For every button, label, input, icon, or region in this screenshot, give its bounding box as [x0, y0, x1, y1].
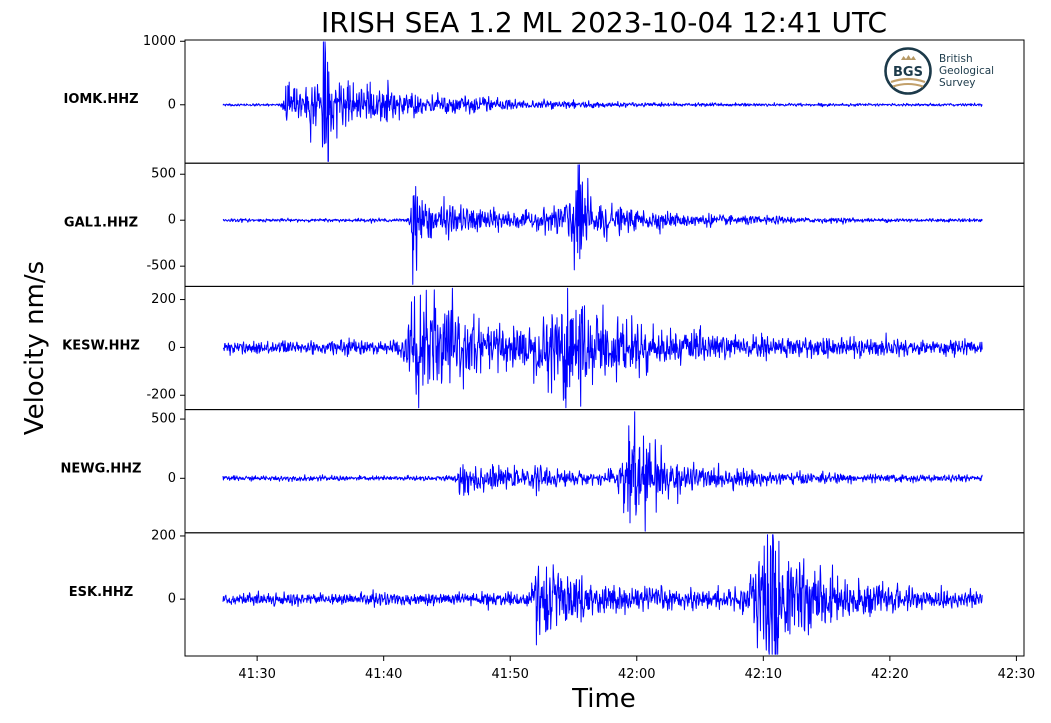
waveform-line — [222, 164, 983, 285]
channel-panel-iomk-hhz: IOMK.HHZ 0 1000 — [63, 34, 1025, 164]
y-tick-label: 0 — [168, 340, 176, 355]
channel-panel-newg-hhz: NEWG.HHZ 0 500 — [61, 409, 1025, 534]
chart-title: IRISH SEA 1.2 ML 2023-10-04 12:41 UTC — [321, 6, 887, 39]
channel-label: IOMK.HHZ — [63, 92, 138, 107]
x-axis-label: Time — [571, 684, 636, 714]
logo-line-2: Geological — [939, 65, 994, 77]
channel-panel-gal1-hhz: GAL1.HHZ -500 0 500 — [64, 162, 1025, 287]
y-tick-label: 0 — [168, 213, 176, 228]
x-axis: 41:30 41:40 41:50 42:00 42:10 42:20 42:30 — [238, 656, 1035, 682]
y-tick-label: 200 — [151, 528, 176, 543]
logo-line-1: British — [939, 53, 973, 65]
logo-wave-icon — [892, 83, 924, 88]
logo-line-3: Survey — [939, 77, 976, 89]
y-tick-label: 0 — [168, 97, 176, 112]
y-tick-label: -500 — [146, 259, 176, 274]
channel-panel-kesw-hhz: KESW.HHZ -200 0 200 — [62, 285, 1025, 411]
crown-icon — [901, 55, 916, 60]
waveform-line — [222, 411, 983, 532]
x-tick-label: 41:50 — [491, 667, 528, 682]
y-tick-label: 500 — [151, 412, 176, 427]
channel-label: KESW.HHZ — [62, 339, 140, 354]
y-axis-label: Velocity nm/s — [20, 261, 50, 435]
channel-label: NEWG.HHZ — [61, 462, 142, 477]
channel-panel-esk-hhz: ESK.HHZ 0 200 — [69, 528, 1025, 657]
channel-label: ESK.HHZ — [69, 585, 133, 600]
bgs-logo: BGS British Geological Survey — [884, 47, 994, 95]
waveform-line — [222, 534, 983, 655]
channel-panels: IOMK.HHZ 0 1000 GAL1.HHZ -500 0 500 KESW.HHZ -20… — [61, 34, 1025, 657]
logo-wave-icon — [890, 77, 926, 84]
channel-label: GAL1.HHZ — [64, 215, 138, 230]
x-tick-label: 41:40 — [365, 667, 402, 682]
logo-abbr: BGS — [893, 65, 923, 80]
x-tick-label: 42:20 — [871, 667, 908, 682]
y-tick-label: 0 — [168, 592, 176, 607]
x-tick-label: 42:10 — [745, 667, 782, 682]
waveform-line — [222, 41, 983, 162]
x-tick-label: 42:30 — [998, 667, 1035, 682]
x-tick-label: 42:00 — [618, 667, 655, 682]
y-tick-label: 0 — [168, 471, 176, 486]
panel-frame — [184, 409, 1025, 534]
waveform-line — [222, 287, 983, 409]
y-tick-label: 1000 — [143, 34, 176, 49]
y-tick-label: -200 — [146, 388, 176, 403]
y-tick-label: 200 — [151, 292, 176, 307]
x-tick-label: 41:30 — [238, 667, 275, 682]
y-tick-label: 500 — [151, 167, 176, 182]
logo-ring-icon — [884, 47, 932, 95]
panel-frame — [184, 162, 1025, 287]
panel-frame — [184, 532, 1025, 657]
